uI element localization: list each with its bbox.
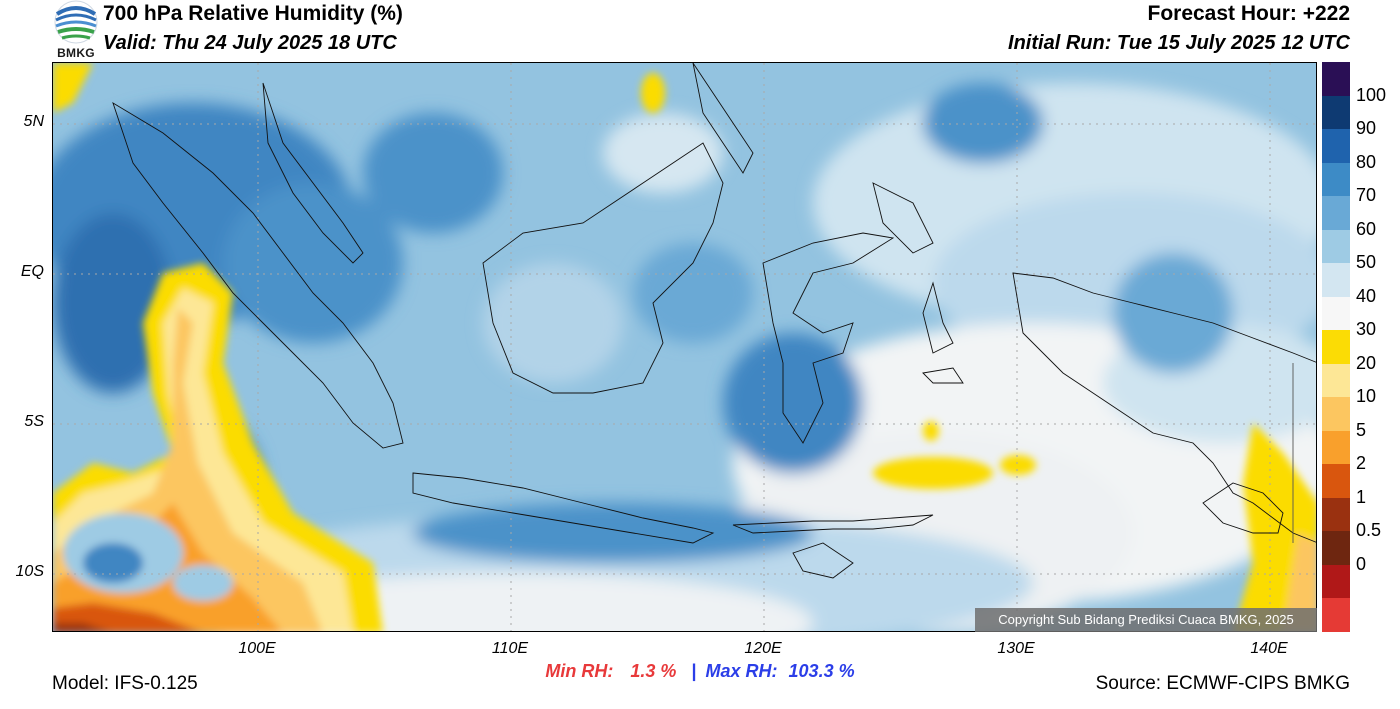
colorbar-label: 100 <box>1356 84 1387 105</box>
stats-separator: | <box>691 661 697 681</box>
colorbar-label: 1 <box>1356 486 1367 507</box>
colorbar-label: 10 <box>1356 386 1377 407</box>
colorbar-label: 50 <box>1356 252 1377 273</box>
max-rh-label: Max RH: <box>705 661 778 681</box>
colorbar-label: 20 <box>1356 352 1377 373</box>
lat-label-10s: 10S <box>15 563 44 580</box>
colorbar-segment <box>1322 397 1350 432</box>
lon-label-110e: 110E <box>491 640 529 657</box>
lat-label-5s: 5S <box>24 413 44 430</box>
copyright-notice: Copyright Sub Bidang Prediksi Cuaca BMKG… <box>975 608 1317 632</box>
colorbar-segment <box>1322 464 1350 499</box>
min-rh-value: 1.3 % <box>630 661 677 681</box>
lon-label-100e: 100E <box>238 640 276 657</box>
colorbar-segment <box>1322 330 1350 365</box>
colorbar-label: 80 <box>1356 151 1377 172</box>
colorbar-segment <box>1322 296 1350 331</box>
colorbar-label: 90 <box>1356 118 1377 139</box>
colorbar-label: 30 <box>1356 319 1377 340</box>
colorbar-segment <box>1322 229 1350 264</box>
colorbar-label: 2 <box>1356 453 1367 474</box>
colorbar-segment <box>1322 62 1350 97</box>
bmkg-logo-icon <box>54 0 98 44</box>
min-rh-label: Min RH: <box>545 661 614 681</box>
valid-time: Valid: Thu 24 July 2025 18 UTC <box>103 32 397 54</box>
forecast-hour: Forecast Hour: +222 <box>1147 2 1351 25</box>
lon-label-120e: 120E <box>744 640 782 657</box>
logo-text: BMKG <box>57 46 95 60</box>
humidity-map <box>52 62 1317 632</box>
colorbar-segment <box>1322 95 1350 130</box>
lat-label-eq: EQ <box>20 263 44 280</box>
humidity-field <box>53 63 1316 631</box>
initial-run: Initial Run: Tue 15 July 2025 12 UTC <box>1008 32 1350 54</box>
colorbar-segment <box>1322 263 1350 298</box>
data-source: Source: ECMWF-CIPS BMKG <box>1095 673 1350 694</box>
colorbar <box>1322 62 1350 633</box>
colorbar-segment <box>1322 363 1350 398</box>
lat-label-5n: 5N <box>23 113 44 130</box>
model-name: Model: IFS-0.125 <box>52 673 198 694</box>
colorbar-segment <box>1322 598 1350 633</box>
colorbar-segment <box>1322 129 1350 164</box>
colorbar-segment <box>1322 162 1350 197</box>
max-rh-value: 103.3 % <box>788 661 855 681</box>
rh-stats: Min RH: 1.3 % | Max RH: 103.3 % <box>0 661 1400 682</box>
colorbar-label: 0.5 <box>1356 520 1382 541</box>
colorbar-label: 70 <box>1356 185 1377 206</box>
bmkg-logo: BMKG <box>52 0 100 60</box>
colorbar-segment <box>1322 430 1350 465</box>
colorbar-label: 5 <box>1356 419 1367 440</box>
colorbar-segment <box>1322 196 1350 231</box>
colorbar-label: 0 <box>1356 553 1367 574</box>
colorbar-segment <box>1322 531 1350 566</box>
colorbar-label: 60 <box>1356 218 1377 239</box>
lon-label-140e: 140E <box>1250 640 1288 657</box>
colorbar-label: 40 <box>1356 285 1377 306</box>
colorbar-segment <box>1322 564 1350 599</box>
colorbar-segment <box>1322 497 1350 532</box>
map-title: 700 hPa Relative Humidity (%) <box>103 2 403 25</box>
lon-label-130e: 130E <box>997 640 1035 657</box>
